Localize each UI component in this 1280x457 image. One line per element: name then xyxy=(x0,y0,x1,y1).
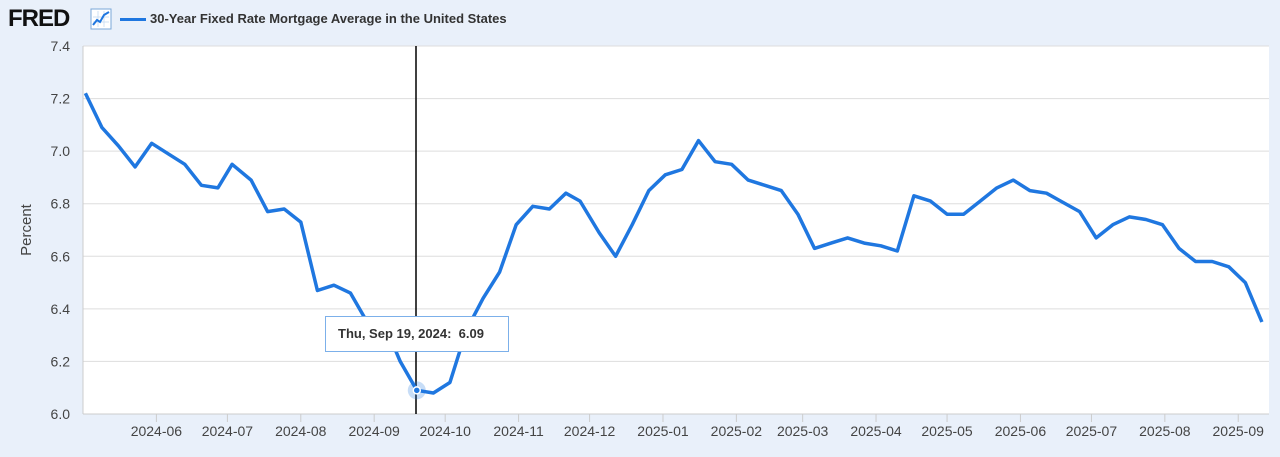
x-tick-label: 2024-12 xyxy=(564,423,616,439)
x-tick-label: 2025-06 xyxy=(995,423,1047,439)
x-tick-label: 2025-01 xyxy=(637,423,689,439)
y-tick-label: 6.4 xyxy=(51,301,71,317)
legend-series-title[interactable]: 30-Year Fixed Rate Mortgage Average in t… xyxy=(150,11,507,26)
x-tick-label: 2025-02 xyxy=(711,423,763,439)
y-tick-label: 6.8 xyxy=(51,196,71,212)
series-group xyxy=(83,92,1264,400)
x-tick-label: 2024-06 xyxy=(131,423,183,439)
tooltip-date: Thu, Sep 19, 2024: xyxy=(338,326,452,341)
x-tick-label: 2025-09 xyxy=(1213,423,1265,439)
x-tick-label: 2024-11 xyxy=(493,423,544,439)
x-tick-label: 2025-03 xyxy=(777,423,829,439)
y-axis-label: Percent xyxy=(18,203,35,256)
plot-area xyxy=(83,46,1269,414)
chart-header: FRED 30-Year Fixed Rate Mortgage Average… xyxy=(0,0,1280,40)
y-tick-label: 7.0 xyxy=(51,143,71,159)
tooltip-value: 6.09 xyxy=(458,326,484,341)
y-tick-label: 7.2 xyxy=(51,91,71,107)
x-tick-label: 2024-09 xyxy=(348,423,400,439)
x-tick-label: 2025-05 xyxy=(921,423,973,439)
fred-logo[interactable]: FRED xyxy=(8,5,70,32)
data-tooltip: Thu, Sep 19, 2024: 6.09 xyxy=(325,316,509,352)
x-tick-label: 2024-08 xyxy=(275,423,327,439)
line-chart-icon xyxy=(90,8,112,30)
gridlines xyxy=(82,45,1269,415)
y-tick-label: 6.2 xyxy=(51,353,71,369)
y-tick-label: 6.6 xyxy=(51,248,71,264)
highlight-point[interactable] xyxy=(412,386,422,395)
x-axis-ticks: 2024-06 2024-07 2024-08 2024-09 2024-10 2024-… xyxy=(131,414,1264,439)
x-tick-label: 2025-07 xyxy=(1066,423,1118,439)
x-tick-label: 2024-10 xyxy=(419,423,471,439)
y-axis-ticks: 6.0 6.2 6.4 6.6 6.8 7.0 7.2 7.4 xyxy=(51,38,71,422)
x-tick-label: 2025-08 xyxy=(1139,423,1191,439)
x-tick-label: 2025-04 xyxy=(850,423,902,439)
legend-swatch xyxy=(120,18,146,21)
series-line[interactable] xyxy=(83,92,1264,395)
x-tick-label: 2024-07 xyxy=(202,423,254,439)
y-tick-label: 7.4 xyxy=(51,38,71,54)
y-tick-label: 6.0 xyxy=(51,406,71,422)
